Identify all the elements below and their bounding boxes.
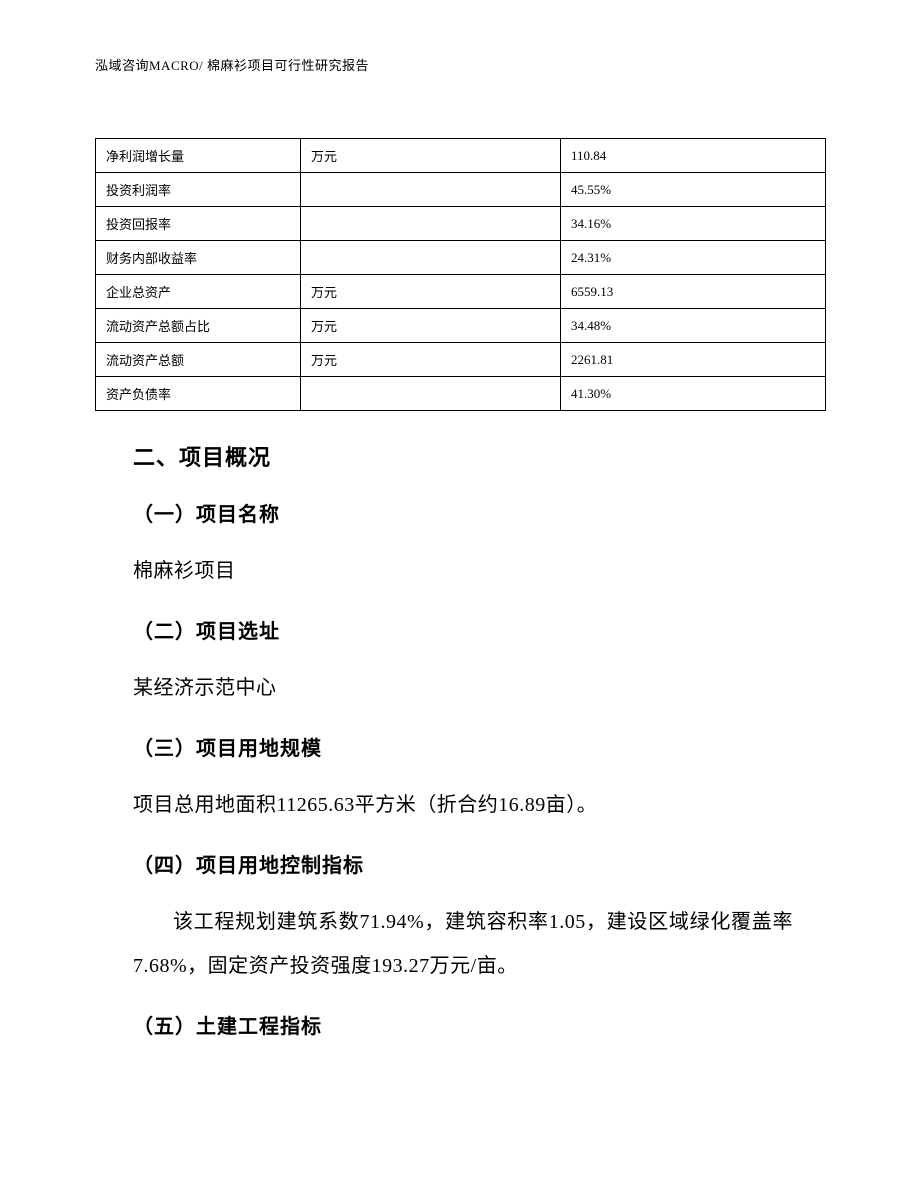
row-value: 2261.81 xyxy=(561,343,826,377)
row-label: 净利润增长量 xyxy=(96,139,301,173)
row-label: 投资回报率 xyxy=(96,207,301,241)
row-value: 6559.13 xyxy=(561,275,826,309)
subsection-body: 某经济示范中心 xyxy=(133,666,793,710)
row-unit xyxy=(301,207,561,241)
subsection-body: 棉麻衫项目 xyxy=(133,549,793,593)
paragraph-text: 该工程规划建筑系数71.94%，建筑容积率1.05，建设区域绿化覆盖率7.68%… xyxy=(133,911,793,977)
row-unit xyxy=(301,173,561,207)
header-text: 泓域咨询MACRO/ 棉麻衫项目可行性研究报告 xyxy=(95,58,369,73)
table-row: 资产负债率 41.30% xyxy=(96,377,826,411)
subsection-title: （一）项目名称 xyxy=(133,498,793,527)
row-value: 34.16% xyxy=(561,207,826,241)
row-label: 流动资产总额占比 xyxy=(96,309,301,343)
row-unit xyxy=(301,241,561,275)
financial-table: 净利润增长量 万元 110.84 投资利润率 45.55% 投资回报率 34.1… xyxy=(95,138,826,411)
table-row: 投资利润率 45.55% xyxy=(96,173,826,207)
row-label: 流动资产总额 xyxy=(96,343,301,377)
row-value: 110.84 xyxy=(561,139,826,173)
section-title: 二、项目概况 xyxy=(133,440,793,472)
row-unit: 万元 xyxy=(301,343,561,377)
document-content: 二、项目概况 （一）项目名称 棉麻衫项目 （二）项目选址 某经济示范中心 （三）… xyxy=(133,440,793,1061)
row-label: 企业总资产 xyxy=(96,275,301,309)
subsection-body: 该工程规划建筑系数71.94%，建筑容积率1.05，建设区域绿化覆盖率7.68%… xyxy=(133,900,793,988)
subsection-title: （二）项目选址 xyxy=(133,615,793,644)
subsection-title: （四）项目用地控制指标 xyxy=(133,849,793,878)
subsection-body: 项目总用地面积11265.63平方米（折合约16.89亩）。 xyxy=(133,783,793,827)
subsection-title: （五）土建工程指标 xyxy=(133,1010,793,1039)
subsection-title: （三）项目用地规模 xyxy=(133,732,793,761)
table-row: 企业总资产 万元 6559.13 xyxy=(96,275,826,309)
table-row: 财务内部收益率 24.31% xyxy=(96,241,826,275)
table-body: 净利润增长量 万元 110.84 投资利润率 45.55% 投资回报率 34.1… xyxy=(96,139,826,411)
row-value: 41.30% xyxy=(561,377,826,411)
row-label: 财务内部收益率 xyxy=(96,241,301,275)
financial-table-container: 净利润增长量 万元 110.84 投资利润率 45.55% 投资回报率 34.1… xyxy=(95,138,825,411)
row-label: 资产负债率 xyxy=(96,377,301,411)
row-unit: 万元 xyxy=(301,275,561,309)
table-row: 净利润增长量 万元 110.84 xyxy=(96,139,826,173)
row-unit: 万元 xyxy=(301,139,561,173)
row-unit xyxy=(301,377,561,411)
table-row: 流动资产总额 万元 2261.81 xyxy=(96,343,826,377)
table-row: 投资回报率 34.16% xyxy=(96,207,826,241)
row-label: 投资利润率 xyxy=(96,173,301,207)
row-unit: 万元 xyxy=(301,309,561,343)
row-value: 45.55% xyxy=(561,173,826,207)
table-row: 流动资产总额占比 万元 34.48% xyxy=(96,309,826,343)
row-value: 34.48% xyxy=(561,309,826,343)
row-value: 24.31% xyxy=(561,241,826,275)
page-header: 泓域咨询MACRO/ 棉麻衫项目可行性研究报告 xyxy=(95,55,369,74)
